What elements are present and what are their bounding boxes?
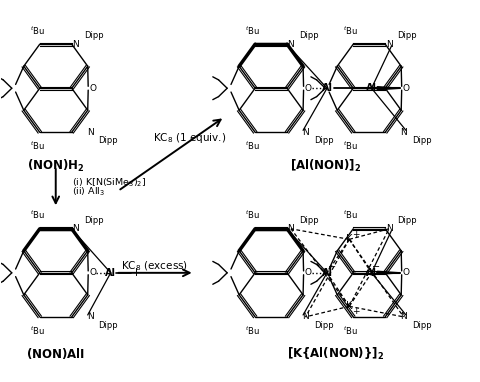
Text: $^t$Bu: $^t$Bu	[343, 24, 359, 37]
Text: Al: Al	[105, 268, 116, 278]
Text: N: N	[400, 128, 407, 137]
Text: Dipp: Dipp	[98, 136, 118, 145]
Polygon shape	[377, 87, 400, 90]
Text: $^t$Bu: $^t$Bu	[245, 24, 260, 37]
Text: $^t$Bu: $^t$Bu	[343, 209, 359, 221]
Text: $-$: $-$	[327, 260, 336, 270]
Text: O: O	[305, 268, 312, 277]
Text: K: K	[346, 234, 352, 244]
Text: Al: Al	[366, 268, 377, 278]
Text: (ii) AlI$_3$: (ii) AlI$_3$	[72, 186, 105, 198]
Text: Dipp: Dipp	[84, 216, 104, 225]
Text: $\bf{(NON)H_2}$: $\bf{(NON)H_2}$	[27, 157, 84, 173]
Text: O: O	[89, 268, 96, 277]
Text: $^t$Bu: $^t$Bu	[30, 324, 45, 337]
Text: (i) K[N(SiMe$_3$)$_2$]: (i) K[N(SiMe$_3$)$_2$]	[72, 176, 146, 189]
Text: $^t$Bu: $^t$Bu	[343, 324, 359, 337]
Text: +: +	[352, 230, 360, 239]
Text: $-$: $-$	[371, 260, 380, 270]
Text: Al: Al	[322, 83, 333, 93]
Text: Dipp: Dipp	[412, 321, 432, 330]
Text: N: N	[302, 312, 309, 321]
Text: Dipp: Dipp	[314, 321, 334, 330]
Text: O: O	[89, 84, 96, 93]
Text: +: +	[352, 307, 360, 316]
Text: Dipp: Dipp	[300, 31, 319, 40]
Text: $^t$Bu: $^t$Bu	[245, 140, 260, 152]
Text: N: N	[385, 40, 393, 49]
Text: KC$_8$ (1 equiv.): KC$_8$ (1 equiv.)	[153, 131, 227, 146]
Text: Al: Al	[322, 268, 333, 278]
Text: O: O	[403, 268, 410, 277]
Text: $^t$Bu: $^t$Bu	[30, 209, 45, 221]
Text: N: N	[288, 224, 294, 233]
Text: $\bf{[Al(NON)]_2}$: $\bf{[Al(NON)]_2}$	[290, 157, 362, 173]
Text: N: N	[302, 128, 309, 137]
Text: N: N	[385, 224, 393, 233]
Text: $\bf{[K\{Al(NON)\}]_2}$: $\bf{[K\{Al(NON)\}]_2}$	[287, 345, 384, 362]
Text: Dipp: Dipp	[397, 216, 417, 225]
Text: $^t$Bu: $^t$Bu	[30, 24, 45, 37]
Text: $^t$Bu: $^t$Bu	[245, 324, 260, 337]
Text: $\bf{(NON)AlI}$: $\bf{(NON)AlI}$	[26, 346, 85, 361]
Text: N: N	[72, 40, 79, 49]
Text: O: O	[403, 84, 410, 93]
Text: N: N	[288, 40, 294, 49]
Text: Dipp: Dipp	[397, 31, 417, 40]
Text: $^t$Bu: $^t$Bu	[30, 140, 45, 152]
Text: O: O	[305, 84, 312, 93]
Text: K: K	[346, 301, 352, 311]
Text: N: N	[87, 312, 94, 321]
Text: Dipp: Dipp	[300, 216, 319, 225]
Text: KC$_8$ (excess): KC$_8$ (excess)	[121, 259, 188, 273]
Text: N: N	[72, 224, 79, 233]
Text: Dipp: Dipp	[412, 136, 432, 145]
Text: N: N	[87, 128, 94, 137]
Text: N: N	[400, 312, 407, 321]
Text: I: I	[134, 268, 137, 278]
Text: Dipp: Dipp	[314, 136, 334, 145]
Text: $^t$Bu: $^t$Bu	[343, 140, 359, 152]
Text: Al: Al	[366, 83, 377, 93]
Polygon shape	[377, 271, 400, 274]
Text: Dipp: Dipp	[98, 321, 118, 330]
Text: Dipp: Dipp	[84, 31, 104, 40]
Text: $^t$Bu: $^t$Bu	[245, 209, 260, 221]
